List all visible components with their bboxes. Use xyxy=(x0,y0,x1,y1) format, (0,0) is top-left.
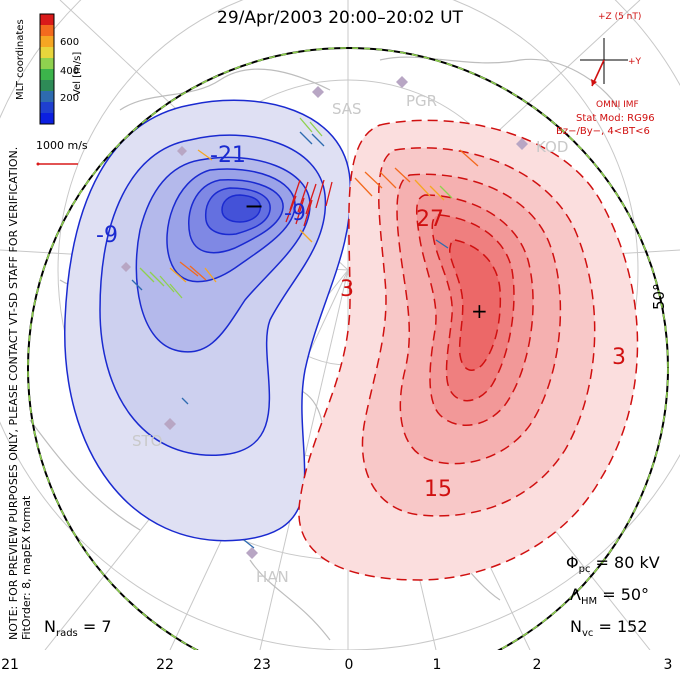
fit-order-note: FitOrder: 8, mapEX format xyxy=(20,495,33,640)
contour-label-pos-3b: 3 xyxy=(612,345,626,370)
site-label-sas: SAS xyxy=(332,100,362,118)
colorbar-segment xyxy=(40,47,54,59)
latitude-label: 50° xyxy=(650,283,668,310)
contour-label-neg-21: -21 xyxy=(210,143,246,168)
imf-source-label: OMNI IMF xyxy=(596,100,639,110)
velocity-tick-600: 600 xyxy=(60,37,80,48)
contour-label-neg-9a: -9 xyxy=(96,223,118,248)
coords-note: MLT coordinates xyxy=(15,19,26,100)
colorbar-frame xyxy=(39,13,55,125)
site-label-han: HAN xyxy=(256,568,289,586)
velocity-tick-200: 200 xyxy=(60,93,80,104)
colorbar-segment xyxy=(40,113,54,125)
potential-min-marker: − xyxy=(244,192,264,220)
contour-label-pos-15: 15 xyxy=(424,477,452,502)
radar-count: Nrads = 7 xyxy=(44,617,112,640)
imf-y-label: +Y xyxy=(628,57,642,67)
colorbar-segment xyxy=(40,25,54,37)
velocity-vectors xyxy=(131,117,479,549)
contour-label-pos-3a: 3 xyxy=(340,277,354,302)
imf-condition-label: Bz−/By−, 4<BT<6 xyxy=(556,126,650,137)
imf-clock xyxy=(580,38,628,87)
mlt-tick-2: 2 xyxy=(532,657,542,673)
velocity-colorbar xyxy=(39,13,55,125)
site-marker-kod xyxy=(516,138,528,150)
contour-label-neg-9b: -9 xyxy=(284,201,306,226)
site-label-pgr: PGR xyxy=(406,92,437,110)
colorbar-segment xyxy=(40,36,54,48)
reference-vector-label: 1000 m/s xyxy=(36,139,88,152)
negative-potential-cell xyxy=(64,99,352,542)
colorbar-segment xyxy=(40,14,54,26)
site-label-sto: STO xyxy=(132,432,163,450)
mlt-tick-23: 23 xyxy=(253,657,271,673)
site-marker-pgr xyxy=(396,76,408,88)
preview-note: NOTE: FOR PREVIEW PURPOSES ONLY, PLEASE … xyxy=(7,146,20,640)
colorbar-segment xyxy=(40,80,54,92)
site-marker-han xyxy=(246,547,258,559)
contour-label-pos-27: 27 xyxy=(416,207,444,232)
colorbar-segment xyxy=(40,102,54,114)
site-marker-sto xyxy=(164,418,176,430)
mlt-tick-22: 22 xyxy=(156,657,174,673)
vector-count: Nvc = 152 xyxy=(570,617,648,640)
colorbar-segment xyxy=(40,58,54,70)
map-title: 29/Apr/2003 20:00–20:02 UT xyxy=(217,8,463,28)
stat-model-label: Stat Mod: RG96 xyxy=(576,113,655,124)
radar-site-markers xyxy=(121,76,528,559)
site-label-kod: KOD xyxy=(536,138,568,156)
positive-potential-cell xyxy=(298,119,639,581)
mlt-tick-0: 0 xyxy=(344,657,354,673)
colorbar-segment xyxy=(40,69,54,81)
mlt-tick-21: 21 xyxy=(1,657,19,673)
colorbar-segment xyxy=(40,91,54,103)
cross-polar-potential: Φpc = 80 kV xyxy=(566,553,660,576)
potential-max-marker: + xyxy=(471,299,488,323)
mlt-tick-3: 3 xyxy=(663,657,673,673)
imf-z-label: +Z (5 nT) xyxy=(598,12,642,22)
hm-boundary-latitude: ΛHM = 50° xyxy=(570,585,650,608)
mlt-tick-1: 1 xyxy=(432,657,442,673)
site-marker-sas xyxy=(312,86,324,98)
velocity-tick-400: 400 xyxy=(60,66,80,77)
